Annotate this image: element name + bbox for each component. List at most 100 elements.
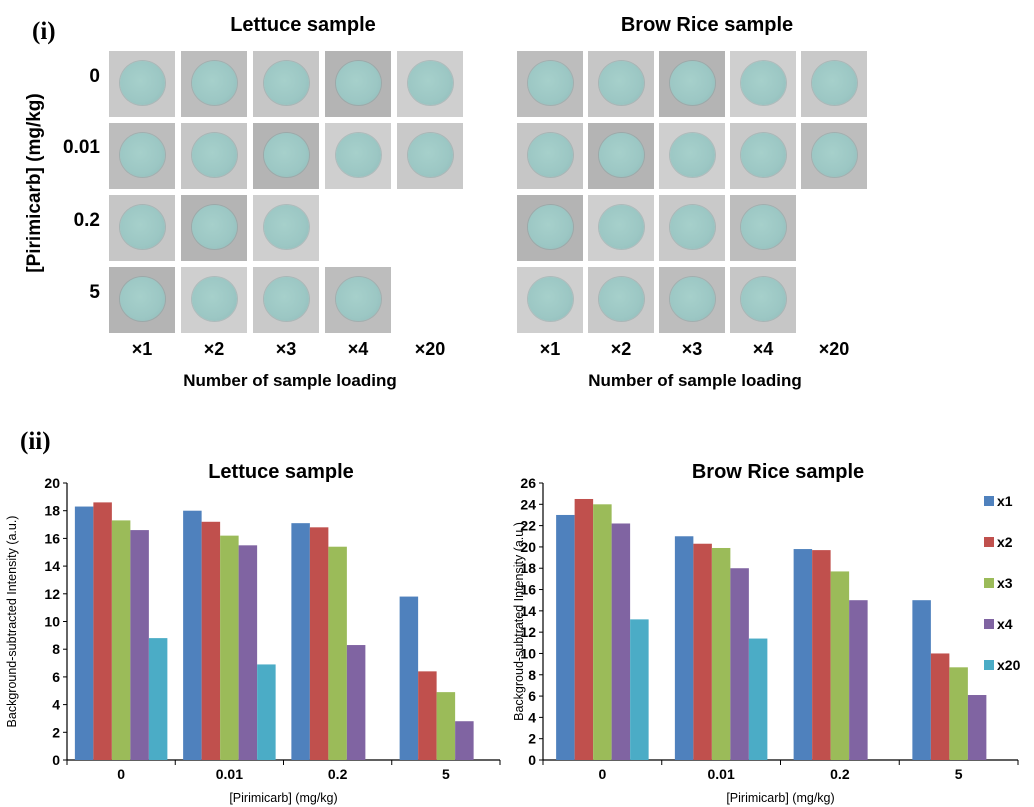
rice-spot-photo (588, 195, 654, 261)
rice-spot-photo (588, 267, 654, 333)
legend-label-x4: x4 (997, 616, 1013, 632)
lettuce-spot-photo (325, 51, 391, 117)
rice-bar-x4 (849, 600, 868, 760)
rice-spot-photo (588, 123, 654, 189)
lettuce-col-label-x20: ×20 (414, 339, 446, 359)
rice-col-label-x1: ×1 (539, 339, 561, 359)
lettuce-spot-photo (253, 195, 319, 261)
rice-y-tick-label: 20 (520, 539, 536, 555)
lettuce-y-tick-label: 20 (44, 475, 60, 491)
rice-bar-x4 (730, 568, 749, 760)
lettuce-y-tick-label: 8 (52, 641, 60, 657)
rice-spot-photo (730, 51, 796, 117)
lettuce-spot-photo (253, 51, 319, 117)
sample-spot (670, 133, 715, 177)
lettuce-bar-x20 (148, 638, 168, 760)
sample-spot (408, 133, 453, 177)
rice-bar-x4 (611, 523, 631, 760)
sample-spot (120, 277, 165, 321)
lettuce-bar-x1 (291, 523, 310, 760)
rice-y-tick-label: 6 (528, 688, 536, 704)
sample-spot (120, 205, 165, 249)
lettuce-spot-photo (325, 267, 391, 333)
rice-bar-x20 (630, 619, 649, 760)
rice-bar-x2 (693, 543, 712, 760)
lettuce-spot-photo (253, 267, 319, 333)
rice-spot-photo (659, 195, 725, 261)
lettuce-bar-x3 (436, 692, 456, 760)
rice-y-tick-label: 16 (520, 582, 536, 598)
lettuce-bar-x3 (220, 535, 239, 760)
row-label-0: 0 (89, 66, 100, 87)
rice-spot-photo (517, 51, 583, 117)
lettuce-photo-x-label: Number of sample loading (183, 371, 397, 390)
rice-spot-photo (730, 195, 796, 261)
rice-spot-photo (659, 267, 725, 333)
lettuce-chart-title: Lettuce sample (208, 461, 354, 483)
rice-y-tick-label: 26 (520, 475, 536, 491)
rice-col-label-x4: ×4 (752, 339, 774, 359)
rice-spot-photo (730, 123, 796, 189)
legend-swatch-x1 (984, 496, 994, 506)
sample-spot (336, 277, 381, 321)
rice-y-tick-label: 24 (520, 496, 536, 512)
legend-swatch-x20 (984, 660, 994, 670)
sample-spot (528, 277, 573, 321)
lettuce-spot-photo (181, 51, 247, 117)
rice-col-label-x2: ×2 (610, 339, 632, 359)
legend-swatch-x2 (984, 537, 994, 547)
legend-swatch-x4 (984, 619, 994, 629)
rice-photo-x-label: Number of sample loading (588, 371, 802, 390)
sample-spot (741, 133, 786, 177)
row-label-5: 5 (89, 282, 100, 303)
rice-bar-x1 (556, 514, 575, 760)
lettuce-y-tick-label: 4 (52, 697, 60, 713)
rice-col-label-x3: ×3 (681, 339, 703, 359)
lettuce-x-axis-label: [Pirimicarb] (mg/kg) (229, 791, 337, 805)
lettuce-col-label-x2: ×2 (203, 339, 225, 359)
panel-i-y-axis-label: [Pirimicarb] (mg/kg) (24, 93, 45, 273)
sample-spot (741, 61, 786, 105)
panel-i-label: (i) (32, 18, 56, 45)
rice-y-tick-label: 14 (520, 603, 536, 619)
sample-spot (812, 133, 857, 177)
lettuce-bar-x3 (111, 520, 131, 760)
rice-spot-photo (801, 123, 867, 189)
rice-y-tick-label: 4 (528, 709, 536, 725)
sample-spot (336, 133, 381, 177)
rice-spot-photo (659, 51, 725, 117)
rice-x-tick-label: 0.01 (708, 766, 735, 782)
lettuce-bar-x20 (257, 664, 276, 760)
sample-spot (120, 133, 165, 177)
rice-y-tick-label: 2 (528, 731, 536, 747)
sample-spot (812, 61, 857, 105)
rice-bar-x2 (574, 498, 594, 760)
rice-spot-photo (517, 123, 583, 189)
rice-bar-x4 (967, 695, 987, 760)
rice-y-tick-label: 12 (520, 624, 536, 640)
rice-bar-x3 (949, 667, 968, 760)
lettuce-y-tick-label: 12 (44, 586, 60, 602)
lettuce-bar-x2 (418, 671, 437, 760)
sample-spot (264, 205, 309, 249)
lettuce-spot-photo (397, 51, 463, 117)
rice-bar-x3 (830, 571, 850, 760)
rice-spot-photo (801, 51, 867, 117)
rice-x-tick-label: 0 (598, 766, 606, 782)
lettuce-bar-x1 (399, 596, 419, 760)
rice-col-label-x20: ×20 (818, 339, 850, 359)
rice-spot-photo (588, 51, 654, 117)
lettuce-bar-x1 (183, 510, 202, 760)
row-label-0-2: 0.2 (73, 210, 100, 231)
rice-spot-photo (730, 267, 796, 333)
lettuce-y-tick-label: 16 (44, 530, 60, 546)
rice-y-tick-label: 0 (528, 752, 536, 768)
rice-bar-x3 (593, 504, 612, 760)
sample-spot (599, 61, 644, 105)
lettuce-y-tick-label: 6 (52, 669, 60, 685)
lettuce-spot-photo (181, 195, 247, 261)
sample-spot (192, 133, 237, 177)
legend-label-x3: x3 (997, 575, 1013, 591)
sample-spot (528, 133, 573, 177)
rice-x-tick-label: 5 (955, 766, 963, 782)
